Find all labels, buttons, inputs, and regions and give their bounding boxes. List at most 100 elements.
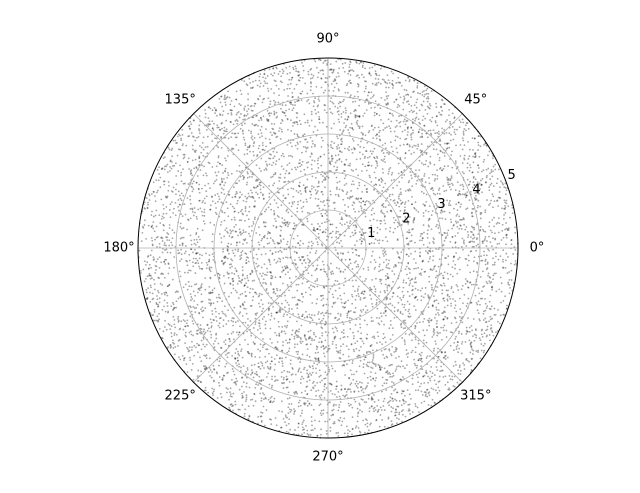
scatter-point xyxy=(393,101,396,103)
scatter-point xyxy=(297,191,300,194)
scatter-point xyxy=(273,212,276,215)
scatter-point xyxy=(216,300,219,303)
scatter-point xyxy=(339,129,341,131)
scatter-point xyxy=(275,226,278,229)
scatter-point xyxy=(405,94,407,96)
scatter-point xyxy=(385,147,387,150)
scatter-point xyxy=(388,364,391,367)
scatter-point xyxy=(365,200,368,202)
scatter-point xyxy=(479,188,481,190)
scatter-point xyxy=(235,136,238,139)
scatter-point xyxy=(423,334,426,337)
scatter-point xyxy=(281,326,284,328)
scatter-point xyxy=(263,315,265,318)
scatter-point xyxy=(214,112,216,114)
scatter-point xyxy=(386,102,389,104)
scatter-point xyxy=(212,343,215,345)
scatter-point xyxy=(193,354,195,357)
scatter-point xyxy=(467,127,470,130)
scatter-point xyxy=(239,255,241,257)
scatter-point xyxy=(301,160,304,163)
scatter-point xyxy=(397,103,399,106)
scatter-point xyxy=(506,307,508,310)
scatter-point xyxy=(324,371,327,374)
scatter-point xyxy=(420,357,423,360)
scatter-point xyxy=(197,208,200,211)
scatter-point xyxy=(389,230,391,233)
scatter-point xyxy=(163,180,166,183)
scatter-point xyxy=(477,300,480,303)
scatter-point xyxy=(423,175,426,177)
scatter-point xyxy=(381,419,384,421)
scatter-point xyxy=(491,285,493,288)
scatter-point xyxy=(404,151,407,154)
scatter-point xyxy=(273,290,275,293)
scatter-point xyxy=(325,430,328,432)
scatter-point xyxy=(490,182,493,185)
scatter-point xyxy=(449,200,451,202)
scatter-point xyxy=(248,232,250,235)
scatter-point xyxy=(334,393,336,396)
scatter-point xyxy=(296,252,298,255)
scatter-point xyxy=(411,111,414,114)
scatter-point xyxy=(324,383,326,386)
scatter-point xyxy=(371,397,373,400)
scatter-point xyxy=(449,331,452,333)
scatter-point xyxy=(315,250,318,252)
scatter-point xyxy=(167,310,170,313)
scatter-point xyxy=(415,267,417,270)
scatter-point xyxy=(168,148,171,151)
scatter-point xyxy=(157,291,160,294)
scatter-point xyxy=(316,191,318,194)
scatter-point xyxy=(280,251,283,253)
scatter-point xyxy=(235,383,238,386)
scatter-point xyxy=(236,111,239,114)
scatter-point xyxy=(324,186,326,189)
scatter-point xyxy=(337,102,340,105)
scatter-point xyxy=(468,281,471,284)
scatter-point xyxy=(384,291,386,294)
scatter-point xyxy=(262,193,264,196)
scatter-point xyxy=(252,249,255,251)
scatter-point xyxy=(480,255,482,258)
scatter-point xyxy=(336,329,339,332)
scatter-point xyxy=(230,112,233,114)
scatter-point xyxy=(396,106,399,109)
scatter-point xyxy=(270,274,273,277)
scatter-point xyxy=(297,299,299,301)
scatter-point xyxy=(436,204,438,207)
scatter-point xyxy=(296,133,299,136)
scatter-point xyxy=(363,319,366,322)
scatter-point xyxy=(372,94,375,96)
scatter-point xyxy=(412,219,415,222)
scatter-point xyxy=(162,229,165,232)
scatter-point xyxy=(328,162,331,164)
scatter-point xyxy=(389,338,392,341)
scatter-point xyxy=(185,322,188,325)
scatter-point xyxy=(449,273,452,276)
scatter-point xyxy=(447,179,450,181)
scatter-point xyxy=(320,299,323,302)
scatter-point xyxy=(449,218,452,221)
scatter-point xyxy=(344,374,346,376)
scatter-point xyxy=(269,203,272,206)
scatter-point xyxy=(302,145,305,148)
scatter-point xyxy=(427,306,430,309)
scatter-point xyxy=(473,241,476,243)
scatter-point xyxy=(204,345,206,348)
scatter-point xyxy=(263,367,265,369)
scatter-point xyxy=(403,97,406,100)
scatter-point xyxy=(404,79,407,82)
scatter-point xyxy=(224,101,227,104)
scatter-point xyxy=(390,210,393,213)
scatter-point xyxy=(373,268,376,270)
scatter-point xyxy=(191,208,194,211)
scatter-point xyxy=(467,286,470,289)
scatter-point xyxy=(288,338,291,341)
scatter-point xyxy=(240,79,243,81)
scatter-point xyxy=(240,279,243,282)
scatter-point xyxy=(251,87,254,89)
scatter-point xyxy=(347,388,350,390)
scatter-point xyxy=(298,185,301,188)
scatter-point xyxy=(233,373,236,376)
